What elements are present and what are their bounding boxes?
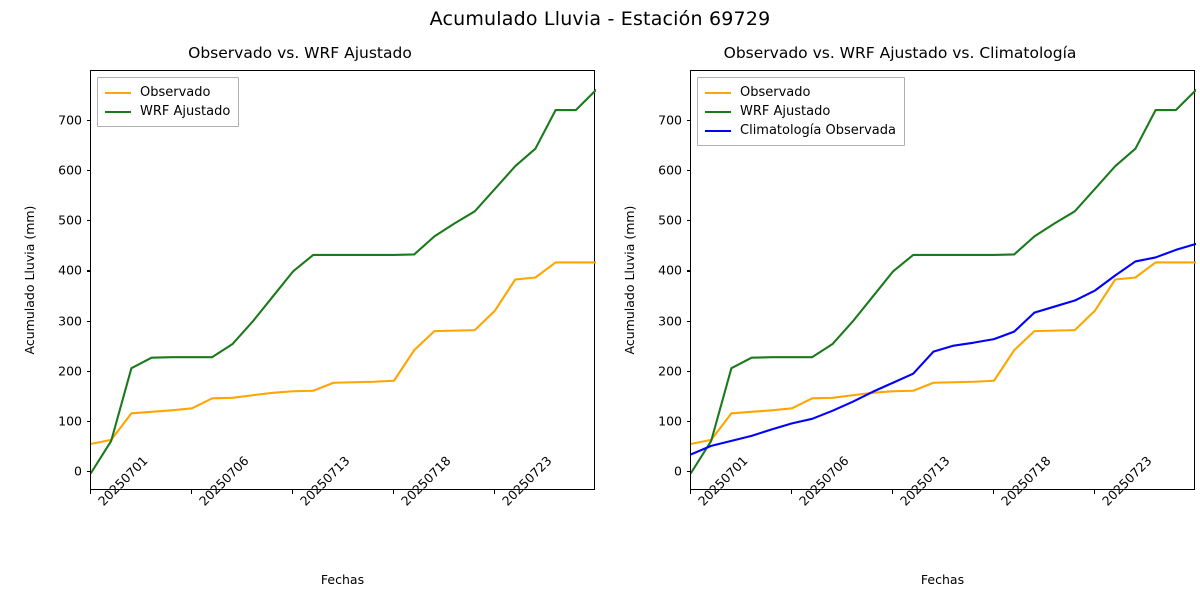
x-tick-mark bbox=[993, 490, 995, 494]
y-tick-mark bbox=[86, 220, 90, 222]
y-tick-mark bbox=[86, 120, 90, 122]
legend-entry[interactable]: Observado bbox=[705, 83, 896, 102]
subplot-right-title: Observado vs. WRF Ajustado vs. Climatolo… bbox=[723, 44, 1077, 62]
legend-line-swatch bbox=[705, 91, 731, 94]
y-tick-mark bbox=[686, 220, 690, 222]
legend-line-swatch bbox=[105, 110, 131, 113]
y-tick-mark bbox=[686, 120, 690, 122]
series-line-wrf-ajustado bbox=[691, 88, 1196, 475]
plot-area-left bbox=[90, 70, 596, 490]
series-line-observado bbox=[91, 261, 596, 445]
x-tick-label: 20250723 bbox=[499, 453, 555, 509]
y-tick-mark bbox=[86, 170, 90, 172]
y-tick-label: 300 bbox=[658, 313, 682, 329]
legend-label: Observado bbox=[140, 85, 211, 100]
x-tick-mark bbox=[494, 490, 496, 494]
y-tick-label: 500 bbox=[658, 212, 682, 228]
y-tick-label: 600 bbox=[58, 162, 82, 178]
x-tick-mark bbox=[1094, 490, 1096, 494]
x-tick-label: 20250718 bbox=[998, 453, 1054, 509]
y-tick-mark bbox=[686, 420, 690, 422]
legend-line-swatch bbox=[705, 110, 731, 113]
subplot-left: Observado vs. WRF Ajustado 0 100 200 300 400… bbox=[22, 44, 596, 587]
y-tick-mark bbox=[686, 270, 690, 272]
y-tick-label: 100 bbox=[658, 413, 682, 429]
y-tick-label: 700 bbox=[58, 112, 82, 128]
y-tick-label: 300 bbox=[58, 313, 82, 329]
legend-line-swatch bbox=[105, 91, 131, 94]
x-tick-label: 20250713 bbox=[297, 453, 353, 509]
x-tick-mark bbox=[892, 490, 894, 494]
x-tick-label: 20250706 bbox=[196, 453, 252, 509]
x-tick-mark bbox=[393, 490, 395, 494]
series-canvas bbox=[91, 88, 596, 475]
x-axis-label: Fechas bbox=[920, 572, 965, 587]
x-tick-label: 20250701 bbox=[695, 453, 751, 509]
legend-line-swatch bbox=[705, 129, 731, 132]
y-tick-mark bbox=[86, 370, 90, 372]
y-tick-mark bbox=[86, 320, 90, 322]
legend-label: Climatología Observada bbox=[740, 123, 896, 138]
x-axis-label: Fechas bbox=[320, 572, 365, 587]
x-tick-label: 20250701 bbox=[95, 453, 151, 509]
series-line-wrf-ajustado bbox=[91, 88, 596, 475]
legend-label: WRF Ajustado bbox=[140, 104, 231, 119]
y-tick-label: 400 bbox=[58, 262, 82, 278]
y-tick-label: 200 bbox=[658, 363, 682, 379]
legend-entry[interactable]: WRF Ajustado bbox=[705, 102, 896, 121]
y-tick-mark bbox=[86, 470, 90, 473]
y-tick-mark bbox=[686, 370, 690, 372]
x-tick-label: 20250723 bbox=[1099, 453, 1155, 509]
legend-label: WRF Ajustado bbox=[740, 104, 831, 119]
y-tick-mark bbox=[86, 420, 90, 422]
legend-entry[interactable]: Observado bbox=[105, 83, 230, 102]
y-tick-label: 500 bbox=[58, 212, 82, 228]
subplot-right: Observado vs. WRF Ajustado vs. Climatolo… bbox=[600, 0, 1200, 600]
y-tick-label: 700 bbox=[658, 112, 682, 128]
x-tick-mark bbox=[690, 490, 692, 494]
x-tick-label: 20250718 bbox=[398, 453, 454, 509]
x-tick-mark bbox=[191, 490, 193, 494]
legend-label: Observado bbox=[740, 85, 811, 100]
y-tick-label: 100 bbox=[58, 413, 82, 429]
series-line-observado bbox=[691, 261, 1196, 445]
plot-area-right bbox=[690, 70, 1196, 490]
y-tick-mark bbox=[686, 170, 690, 172]
legend-entry[interactable]: Climatología Observada bbox=[705, 121, 896, 140]
subplot-left-title: Observado vs. WRF Ajustado bbox=[188, 44, 412, 62]
legend-entry[interactable]: WRF Ajustado bbox=[105, 102, 230, 121]
series-canvas bbox=[691, 88, 1196, 475]
legend-right[interactable]: Observado WRF Ajustado Climatología Observ… bbox=[697, 77, 905, 146]
y-axis-label: Acumulado Lluvia (mm) bbox=[22, 205, 37, 355]
x-tick-label: 20250713 bbox=[897, 453, 953, 509]
y-tick-label: 0 bbox=[74, 463, 82, 479]
y-axis-label: Acumulado Lluvia (mm) bbox=[622, 205, 637, 355]
y-tick-mark bbox=[686, 470, 690, 473]
legend-left[interactable]: Observado WRF Ajustado bbox=[97, 77, 240, 127]
x-tick-mark bbox=[90, 490, 92, 494]
x-tick-label: 20250706 bbox=[796, 453, 852, 509]
y-tick-label: 0 bbox=[674, 463, 682, 479]
y-tick-label: 600 bbox=[658, 162, 682, 178]
x-tick-mark bbox=[791, 490, 793, 494]
y-tick-mark bbox=[86, 270, 90, 272]
figure-title: Acumulado Lluvia - Estación 69729 bbox=[429, 8, 771, 30]
y-tick-label: 200 bbox=[58, 363, 82, 379]
y-tick-mark bbox=[686, 320, 690, 322]
series-line-climatolog-a-observada bbox=[691, 242, 1196, 456]
y-tick-label: 400 bbox=[658, 262, 682, 278]
x-tick-mark bbox=[292, 490, 294, 494]
